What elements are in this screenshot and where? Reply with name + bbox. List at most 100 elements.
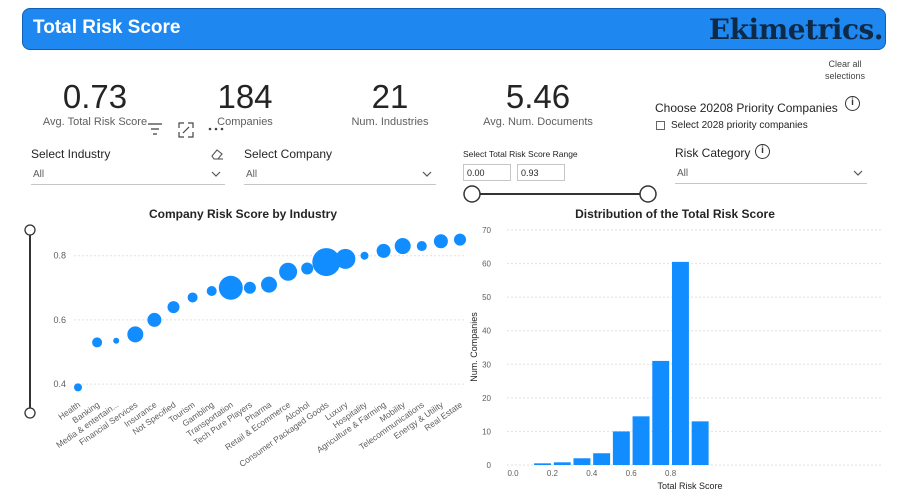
- y-tick-label: 0.6: [53, 315, 66, 325]
- scatter-point: [243, 281, 256, 294]
- scatter-point: [394, 238, 411, 255]
- y-axis-title: Num. Companies: [469, 312, 479, 382]
- y-tick-label: 70: [482, 226, 491, 235]
- range-slicer-title: Select Total Risk Score Range: [463, 149, 578, 159]
- range-slider-min-handle: [463, 185, 481, 203]
- risk-score-histogram-chart: 0 10 20 30 40 50 60 70 0.0 0.2 0.4 0.6 0.8 Total Risk…: [469, 226, 883, 491]
- histogram-bar: [632, 416, 650, 465]
- priority-title: Choose 20208 Priority Companies: [655, 101, 838, 115]
- eraser-icon[interactable]: [210, 148, 224, 160]
- risk-category-dropdown-value: All: [677, 168, 689, 179]
- kpi-label: Avg. Num. Documents: [483, 116, 593, 128]
- scatter-point: [147, 312, 162, 327]
- scatter-point: [433, 234, 448, 249]
- y-tick-label: 0.8: [53, 251, 66, 261]
- kpi-label: Companies: [217, 116, 273, 128]
- histogram-bar: [573, 458, 591, 465]
- kpi-industries: 21 Num. Industries: [335, 78, 445, 128]
- scatter-point: [206, 286, 217, 297]
- kpi-value: 0.73: [62, 78, 128, 115]
- x-tick-label: 0.2: [547, 469, 559, 478]
- histogram-bar: [691, 421, 709, 465]
- info-icon[interactable]: i: [755, 144, 770, 159]
- x-tick-label: 0.8: [665, 469, 677, 478]
- histogram-bar: [671, 261, 689, 465]
- clear-all-line2: selections: [824, 71, 866, 81]
- y-tick-label: 30: [482, 360, 491, 369]
- scatter-point: [113, 337, 120, 344]
- range-max-input[interactable]: 0.93: [517, 164, 565, 181]
- histogram-bar: [612, 431, 630, 465]
- histogram-bar: [534, 463, 552, 465]
- histogram-bar: [593, 453, 611, 465]
- kpi-value: 184: [217, 78, 273, 115]
- range-slider-max-handle: [639, 185, 657, 203]
- company-dropdown-value: All: [246, 169, 258, 180]
- y-tick-label: 0: [487, 461, 492, 470]
- scatter-point: [167, 301, 180, 314]
- ekimetrics-logo: Ekimetrics.: [708, 13, 884, 46]
- risk-category-title: Risk Category: [675, 146, 751, 160]
- kpi-avg-documents: 5.46 Avg. Num. Documents: [473, 78, 603, 128]
- range-min-input[interactable]: 0.00: [463, 164, 511, 181]
- scatter-point: [301, 262, 314, 275]
- y-tick-label: 0.4: [53, 379, 66, 389]
- range-slider[interactable]: [462, 183, 660, 205]
- more-options-icon[interactable]: [208, 126, 224, 132]
- clear-all-line1: Clear all: [828, 59, 862, 69]
- y-tick-label: 60: [482, 260, 491, 269]
- filter-icon[interactable]: [147, 122, 163, 136]
- x-axis-title: Total Risk Score: [657, 481, 722, 491]
- scatter-point: [92, 337, 103, 348]
- x-tick-label: 0.6: [626, 469, 638, 478]
- scatter-point: [312, 248, 341, 277]
- kpi-label: Num. Industries: [351, 116, 429, 128]
- kpi-value: 21: [371, 78, 409, 115]
- scatter-point: [335, 248, 356, 269]
- scatter-point: [218, 275, 243, 300]
- kpi-value: 5.46: [505, 78, 571, 115]
- scatter-point: [416, 241, 427, 252]
- page-title: Total Risk Score: [33, 17, 181, 38]
- risk-category-dropdown[interactable]: All: [675, 164, 867, 184]
- chevron-down-icon: [211, 171, 221, 177]
- scatter-point: [360, 251, 369, 260]
- y-tick-label: 20: [482, 394, 491, 403]
- scatter-point: [187, 292, 198, 303]
- histogram-bar: [652, 360, 670, 465]
- chevron-down-icon: [853, 170, 863, 176]
- histogram-chart-title: Distribution of the Total Risk Score: [575, 207, 775, 221]
- priority-checkbox[interactable]: [656, 121, 665, 130]
- scatter-point: [376, 243, 391, 258]
- x-tick-label: 0.4: [586, 469, 598, 478]
- info-icon[interactable]: i: [845, 96, 860, 111]
- y-tick-label: 50: [482, 293, 491, 302]
- scatter-chart-title: Company Risk Score by Industry: [148, 207, 338, 221]
- histogram-bar: [553, 462, 571, 465]
- industry-dropdown[interactable]: All: [31, 165, 225, 185]
- chevron-down-icon: [422, 171, 432, 177]
- focus-mode-icon[interactable]: [178, 122, 194, 138]
- kpi-companies: 184 Companies: [190, 78, 300, 128]
- kpi-avg-risk: 0.73 Avg. Total Risk Score: [40, 78, 150, 128]
- scatter-point: [454, 233, 466, 246]
- x-tick-label: 0.0: [507, 469, 519, 478]
- kpi-label: Avg. Total Risk Score: [42, 116, 148, 128]
- industry-slicer-title: Select Industry: [31, 147, 111, 161]
- company-slicer-title: Select Company: [244, 147, 333, 161]
- priority-checkbox-label: Select 2028 priority companies: [671, 120, 808, 131]
- clear-all-selections-button[interactable]: Clear all selections: [815, 58, 875, 82]
- industry-dropdown-value: All: [33, 169, 45, 180]
- y-tick-label: 10: [482, 427, 491, 436]
- scatter-point: [74, 383, 82, 392]
- company-dropdown[interactable]: All: [244, 165, 436, 185]
- y-zoom-bottom-handle: [24, 407, 36, 419]
- header-bar: Total Risk Score Ekimetrics.: [22, 8, 886, 50]
- scatter-point: [279, 262, 298, 281]
- scatter-point: [261, 276, 277, 293]
- y-tick-label: 40: [482, 327, 491, 336]
- y-zoom-top-handle: [24, 224, 36, 236]
- scatter-point: [127, 326, 144, 343]
- y-zoom-slider[interactable]: [22, 222, 38, 420]
